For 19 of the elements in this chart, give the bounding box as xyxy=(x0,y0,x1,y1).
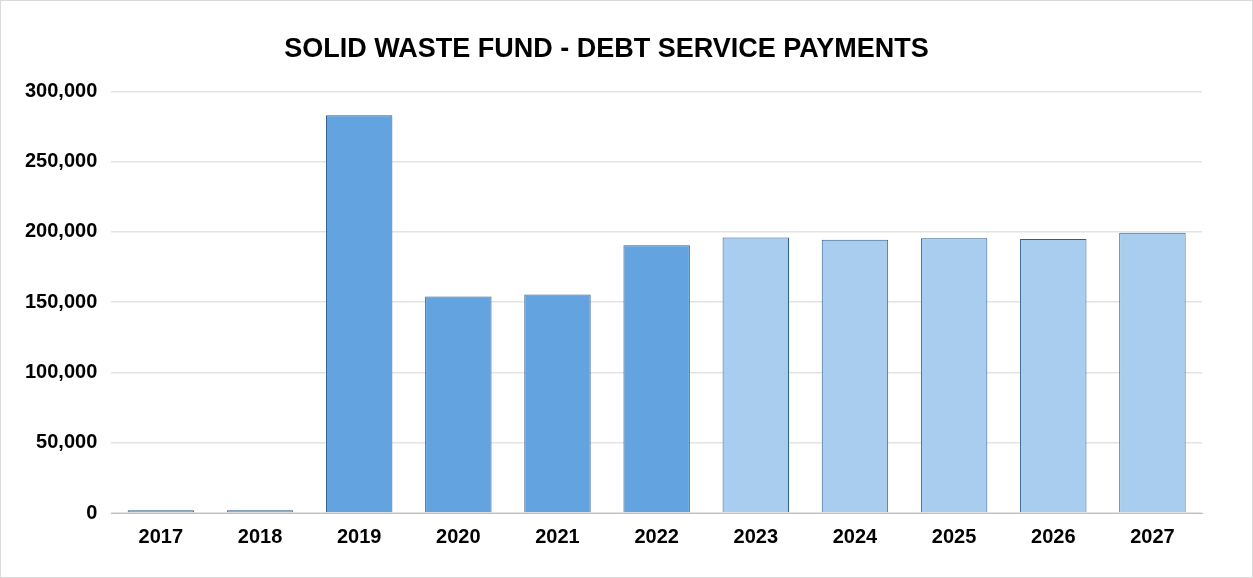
y-tick-label: 100,000 xyxy=(25,359,98,382)
x-tick-label: 2020 xyxy=(436,524,481,547)
chart-title: SOLID WASTE FUND - DEBT SERVICE PAYMENTS xyxy=(284,32,929,63)
y-tick-label: 200,000 xyxy=(25,219,98,242)
x-tick-label: 2021 xyxy=(535,524,580,547)
x-tick-label: 2025 xyxy=(931,524,977,547)
x-tick-label: 2024 xyxy=(832,524,879,547)
x-tick-label: 2023 xyxy=(733,524,779,547)
x-tick-label: 2027 xyxy=(1130,524,1175,547)
y-tick-label: 0 xyxy=(86,500,98,523)
y-tick-label: 150,000 xyxy=(25,289,98,312)
x-tick-label: 2017 xyxy=(138,524,184,547)
x-tick-label: 2022 xyxy=(634,524,679,547)
x-tick-label: 2026 xyxy=(1031,524,1076,547)
y-tick-label: 300,000 xyxy=(25,78,98,101)
y-tick-label: 250,000 xyxy=(25,149,98,172)
y-tick-label: 50,000 xyxy=(36,430,98,453)
x-tick-label: 2019 xyxy=(336,524,382,547)
x-tick-label: 2018 xyxy=(237,524,283,547)
